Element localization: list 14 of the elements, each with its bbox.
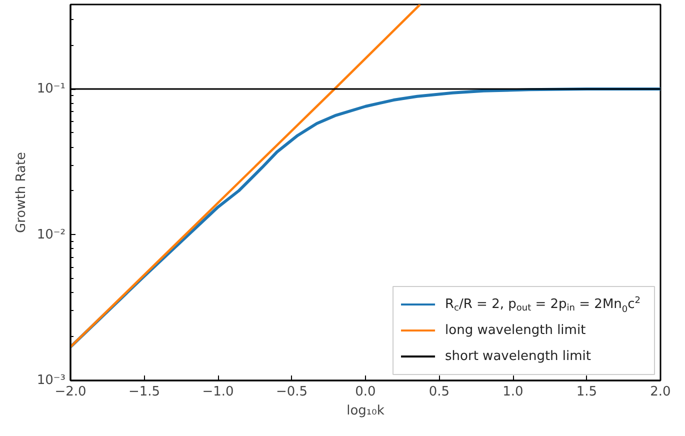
x-tick-label: −1.5	[128, 384, 160, 400]
x-tick-label: −1.0	[202, 384, 234, 400]
x-tick-label: 2.0	[650, 384, 671, 400]
y-tick-label: 10⁻¹	[36, 82, 66, 97]
x-tick-label: 0.0	[355, 384, 376, 400]
x-tick-label: 1.0	[502, 384, 524, 400]
x-tick-label: 0.5	[428, 384, 450, 400]
y-axis-title: Growth Rate	[14, 152, 29, 233]
x-tick-label: −0.5	[276, 384, 308, 400]
x-axis-title: log₁₀k	[346, 404, 385, 418]
y-tick-label: 10⁻²	[36, 227, 66, 242]
legend-label: short wavelength limit	[445, 349, 592, 364]
legend-label: long wavelength limit	[445, 323, 586, 338]
x-tick-label: 1.5	[576, 384, 598, 400]
